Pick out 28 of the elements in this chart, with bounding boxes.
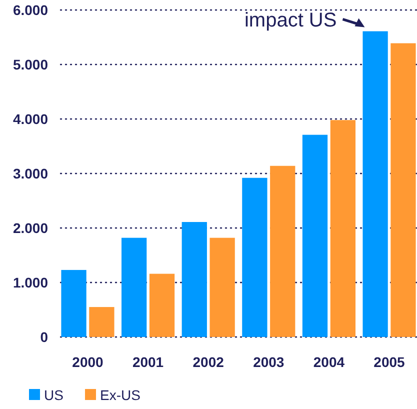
x-tick-label: 2004 — [313, 354, 345, 370]
y-tick-label: 1.000 — [12, 274, 48, 290]
bar — [210, 238, 235, 337]
y-tick-label: 2.000 — [12, 220, 48, 236]
x-tick-label: 2003 — [253, 354, 284, 370]
x-tick-label: 2001 — [132, 354, 164, 370]
bar — [149, 274, 175, 337]
bar — [330, 120, 356, 337]
legend-label: Ex-US — [100, 386, 140, 403]
bar — [182, 222, 207, 337]
legend-label: US — [44, 386, 64, 403]
y-tick-label: 6.000 — [12, 2, 48, 18]
bar — [242, 178, 268, 337]
bar — [122, 238, 147, 337]
bar — [61, 270, 86, 337]
x-tick-label: 2002 — [192, 354, 224, 370]
annotation: impact US — [244, 9, 337, 32]
y-tick-label: 3.000 — [12, 165, 48, 182]
bar — [390, 43, 416, 337]
bar — [302, 134, 328, 337]
bar — [362, 31, 388, 337]
x-tick-label: 2000 — [72, 354, 104, 370]
y-tick-label: 4.000 — [12, 110, 48, 127]
bar — [89, 307, 114, 337]
bar — [270, 166, 296, 337]
x-tick-label: 2005 — [374, 354, 406, 370]
y-tick-label: 0 — [40, 328, 48, 345]
y-tick-label: 5.000 — [12, 56, 48, 72]
